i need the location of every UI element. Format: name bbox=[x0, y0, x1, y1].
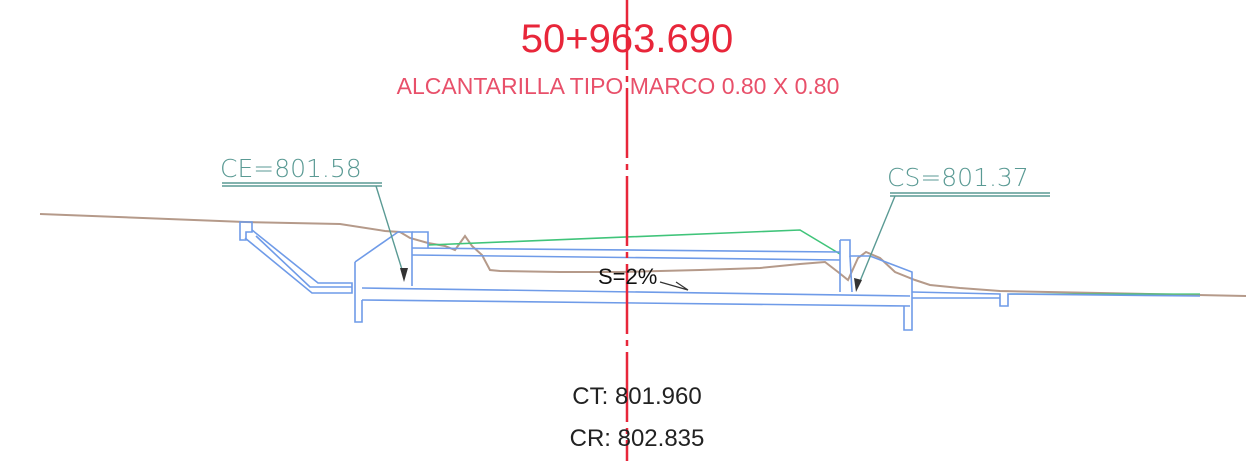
outlet-headwall-inner bbox=[849, 255, 853, 293]
inlet-channel bbox=[239, 221, 253, 241]
culvert-bottom-slab bbox=[361, 287, 911, 297]
outlet-elevation-leader bbox=[854, 192, 1050, 292]
inlet-curb bbox=[412, 231, 429, 248]
outlet-channel bbox=[911, 291, 1201, 307]
culvert-top-slab-inner bbox=[411, 247, 841, 253]
culvert-description: ALCANTARILLA TIPO MARCO 0.80 X 0.80 bbox=[397, 73, 840, 99]
proposed-road-line bbox=[427, 229, 841, 255]
inlet-elevation-leader bbox=[222, 182, 408, 282]
inlet-wingwall bbox=[354, 262, 363, 323]
outlet-elevation-label: CS=801.37 bbox=[887, 163, 1029, 192]
outlet-headwall bbox=[840, 239, 913, 331]
inlet-headwall bbox=[354, 231, 413, 286]
station-title: 50+963.690 bbox=[521, 17, 733, 61]
culvert-invert bbox=[361, 299, 911, 307]
cr-level: CR: 802.835 bbox=[570, 425, 705, 452]
ct-level: CT: 801.960 bbox=[572, 383, 701, 410]
inlet-channel-wall bbox=[244, 229, 353, 294]
inlet-channel-inner bbox=[255, 235, 352, 288]
inlet-elevation-label: CE=801.58 bbox=[220, 154, 362, 183]
slope-arrow bbox=[659, 281, 689, 291]
slope-label: S=2% bbox=[598, 264, 657, 289]
culvert-structure bbox=[239, 221, 1201, 331]
